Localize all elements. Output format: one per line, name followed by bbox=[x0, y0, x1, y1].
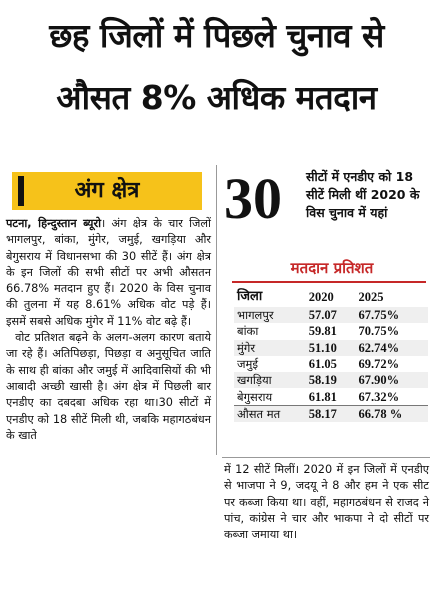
right-column-article: में 12 सीटें मिलीं। 2020 में इन जिलों मे… bbox=[224, 462, 429, 543]
highlight-text: सीटों में एनडीए को 18 सीटें मिली थीं 202… bbox=[306, 169, 420, 220]
poll-table-header: जिला 2020 2025 bbox=[234, 287, 428, 307]
value-2020: 51.10 bbox=[305, 339, 356, 356]
value-2025: 67.32% bbox=[358, 389, 400, 404]
value-2020: 57.07 bbox=[305, 307, 356, 324]
table-row: मुंगेर 51.10 62.74% bbox=[234, 339, 428, 356]
poll-title-rule bbox=[232, 281, 426, 283]
header-2020: 2020 bbox=[308, 290, 334, 304]
value-2020: 61.81 bbox=[308, 389, 337, 404]
district-cell: औसत मत bbox=[234, 404, 306, 423]
value-2020: 58.19 bbox=[305, 372, 356, 389]
table-row: बांका 59.81 70.75% bbox=[234, 323, 428, 339]
header-district: जिला bbox=[237, 289, 263, 304]
table-row-average: औसत मत 58.17 66.78 % bbox=[234, 404, 428, 423]
value-2020: 59.81 bbox=[308, 324, 337, 339]
table-row: जमुई 61.05 69.72% bbox=[234, 356, 428, 372]
header-2025: 2025 bbox=[358, 290, 384, 304]
value-2025: 67.90% bbox=[355, 372, 428, 389]
district-cell: बांका bbox=[237, 324, 259, 339]
value-2025: 67.75% bbox=[355, 307, 428, 324]
left-column-article: पटना, हिन्दुस्तान ब्यूरो। अंग क्षेत्र के… bbox=[6, 216, 211, 444]
district-cell: खगड़िया bbox=[234, 372, 306, 389]
headline-line-1: छह जिलों में पिछले चुनाव से bbox=[49, 16, 384, 55]
article-paragraph-2: वोट प्रतिशत बढ़ने के अलग-अलग कारण बताये … bbox=[6, 330, 211, 444]
district-cell: बेगुसराय bbox=[237, 389, 273, 404]
table-row: बेगुसराय 61.81 67.32% bbox=[234, 388, 428, 405]
headline-line-2: औसत 8% अधिक मतदान bbox=[56, 78, 377, 117]
poll-table-title: मतदान प्रतिशत bbox=[290, 259, 374, 277]
article-text-1: । अंग क्षेत्र के चार जिलों भागलपुर, बांक… bbox=[6, 217, 211, 328]
section-label: अंग क्षेत्र bbox=[74, 178, 140, 203]
district-cell: मुंगेर bbox=[234, 339, 306, 356]
right-column-rule bbox=[222, 457, 430, 458]
value-2020: 61.05 bbox=[308, 357, 337, 372]
article-paragraph-1: पटना, हिन्दुस्तान ब्यूरो। अंग क्षेत्र के… bbox=[6, 216, 211, 330]
section-label-box: अंग क्षेत्र bbox=[12, 172, 202, 210]
section-label-marker bbox=[18, 176, 24, 206]
table-row: खगड़िया 58.19 67.90% bbox=[234, 372, 428, 389]
table-row: भागलपुर 57.07 67.75% bbox=[234, 307, 428, 324]
district-cell: भागलपुर bbox=[234, 307, 306, 324]
highlight-number: 30 bbox=[224, 166, 282, 231]
value-2025: 66.78 % bbox=[355, 404, 428, 423]
dateline: पटना, हिन्दुस्तान ब्यूरो bbox=[6, 217, 102, 230]
article-continuation: में 12 सीटें मिलीं। 2020 में इन जिलों मे… bbox=[224, 463, 429, 542]
value-2025: 70.75% bbox=[358, 324, 400, 339]
value-2025: 69.72% bbox=[358, 357, 400, 372]
column-divider bbox=[216, 165, 217, 455]
poll-table: जिला 2020 2025 भागलपुर 57.07 67.75% बांक… bbox=[234, 287, 428, 423]
article-text-2: वोट प्रतिशत बढ़ने के अलग-अलग कारण बताये … bbox=[6, 331, 211, 442]
district-cell: जमुई bbox=[237, 357, 259, 372]
value-2020: 58.17 bbox=[305, 404, 356, 423]
value-2025: 62.74% bbox=[355, 339, 428, 356]
